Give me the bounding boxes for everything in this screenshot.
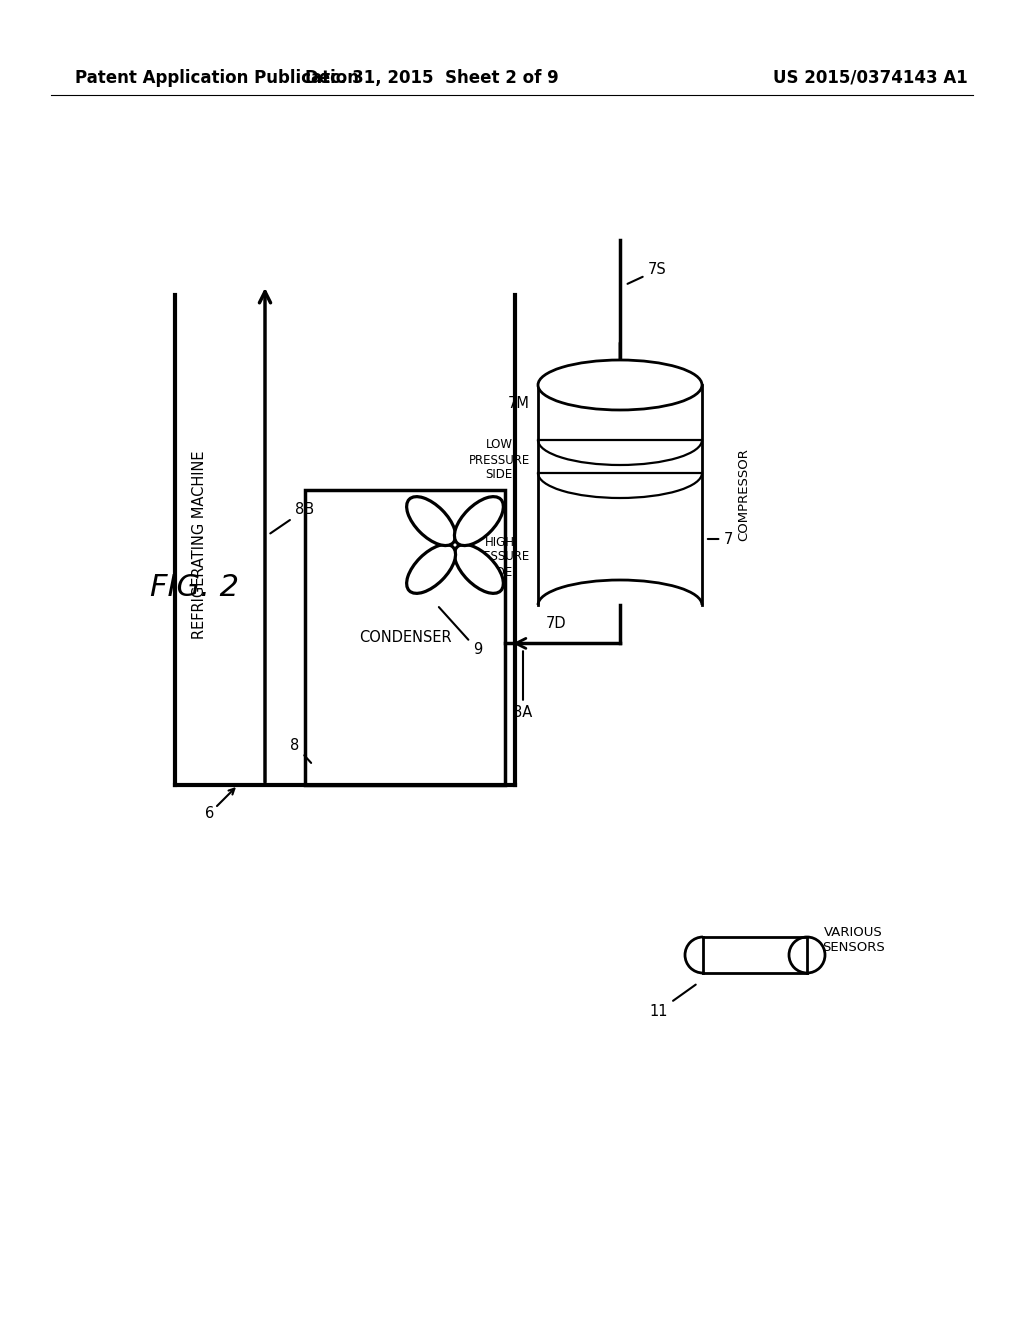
Text: 7M: 7M xyxy=(508,396,530,411)
Text: HIGH
PRESSURE
SIDE: HIGH PRESSURE SIDE xyxy=(469,536,530,578)
Text: 8: 8 xyxy=(291,738,311,763)
Text: LOW
PRESSURE
SIDE: LOW PRESSURE SIDE xyxy=(469,438,530,482)
Text: 8A: 8A xyxy=(513,651,532,721)
Text: 8B: 8B xyxy=(270,503,314,533)
Text: CONDENSER: CONDENSER xyxy=(358,630,452,645)
Text: 7: 7 xyxy=(708,532,733,546)
Text: Patent Application Publication: Patent Application Publication xyxy=(75,69,359,87)
Ellipse shape xyxy=(455,496,504,545)
Text: 9: 9 xyxy=(439,607,482,657)
Text: FIG. 2: FIG. 2 xyxy=(150,573,239,602)
Text: REFRIGERATING MACHINE: REFRIGERATING MACHINE xyxy=(193,450,208,639)
Text: 7S: 7S xyxy=(628,263,667,284)
Text: 7D: 7D xyxy=(546,615,566,631)
Ellipse shape xyxy=(538,360,702,411)
Ellipse shape xyxy=(407,496,456,545)
Ellipse shape xyxy=(790,937,825,973)
Ellipse shape xyxy=(407,544,456,594)
Text: Dec. 31, 2015  Sheet 2 of 9: Dec. 31, 2015 Sheet 2 of 9 xyxy=(305,69,559,87)
Text: COMPRESSOR: COMPRESSOR xyxy=(737,449,751,541)
Text: 6: 6 xyxy=(206,805,215,821)
Ellipse shape xyxy=(455,544,504,594)
Bar xyxy=(538,385,702,605)
Text: US 2015/0374143 A1: US 2015/0374143 A1 xyxy=(773,69,968,87)
Text: VARIOUS
SENSORS: VARIOUS SENSORS xyxy=(822,927,885,954)
Bar xyxy=(305,490,505,785)
Text: 11: 11 xyxy=(649,985,695,1019)
